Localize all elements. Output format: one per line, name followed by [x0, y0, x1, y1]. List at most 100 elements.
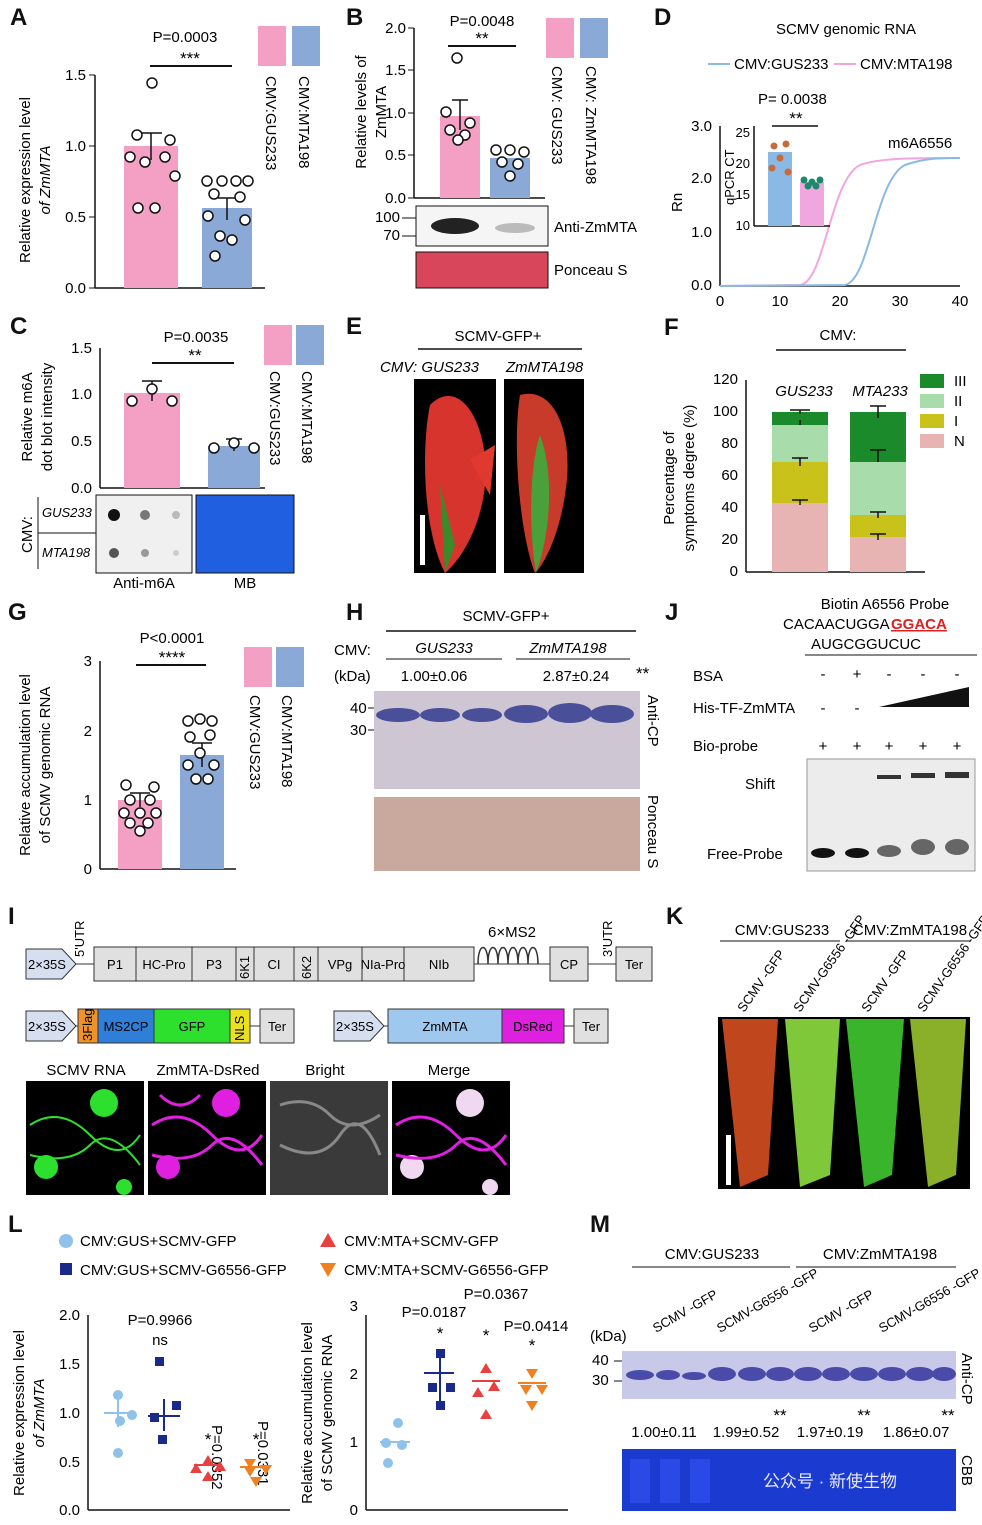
svg-text:20: 20	[736, 156, 750, 171]
svg-text:2: 2	[84, 723, 92, 740]
panel-d: D SCMV genomic RNA CMV:GUS233 CMV:MTA198…	[650, 0, 982, 332]
svg-text:*: *	[205, 1430, 212, 1449]
panel-m: M CMV:GUS233 CMV:ZmMTA198 SCMV -GFP SCMV…	[590, 1205, 982, 1520]
svg-text:2.0: 2.0	[691, 170, 712, 187]
mb-stain	[195, 494, 295, 574]
curve-gus	[719, 157, 961, 287]
svg-text:**: **	[857, 1406, 871, 1425]
panel-m-blot: CMV:GUS233 CMV:ZmMTA198 SCMV -GFP SCMV-G…	[590, 1246, 982, 1511]
col-label: ZmMTA198	[505, 359, 584, 376]
svg-text:3: 3	[84, 653, 92, 670]
panel-f: F CMV: GUS233 MTA233 0 20 40 60 80 100 1…	[650, 310, 982, 595]
panel-label: H	[346, 599, 364, 626]
svg-text:CMV:: CMV:	[19, 516, 36, 553]
svg-text:CP: CP	[560, 957, 578, 972]
svg-text:20: 20	[721, 531, 738, 548]
panel-b: B P=0.0048 ** 0.0 0.5 1.0 1.5 2.0 Relati…	[330, 0, 650, 300]
svg-text:of SCMV genomic RNA: of SCMV genomic RNA	[319, 1335, 336, 1492]
svg-text:ZmMTA-DsRed: ZmMTA-DsRed	[156, 1062, 259, 1079]
svg-text:6K2: 6K2	[299, 956, 314, 979]
panel-label: E	[346, 313, 363, 340]
kda-label: 70	[383, 227, 400, 244]
panel-l: L CMV:GUS+SCMV-GFP CMV:GUS+SCMV-G6556-GF…	[0, 1205, 590, 1520]
svg-text:+: +	[819, 738, 828, 755]
stacked-bar-gus	[772, 412, 828, 572]
panel-k-figure: CMV:GUS233 CMV:ZmMTA198 SCMV -GFP SCMV-G…	[718, 912, 982, 1189]
legend: III II I N	[920, 373, 967, 450]
svg-text:30: 30	[592, 1372, 609, 1389]
svg-text:II: II	[954, 393, 962, 410]
svg-text:-: -	[855, 700, 860, 717]
svg-text:0.0: 0.0	[691, 277, 712, 294]
panel-i-constructs: 6×MS2 5'UTR 3'UTR 2×35S P1 HC-Pro P3 6K1…	[25, 921, 653, 1195]
legend-label-mta: CMV: ZmMTA198	[582, 66, 599, 184]
ms2-loops	[477, 946, 539, 965]
significance-stars: **	[475, 29, 489, 48]
legend-label-mta: CMV:MTA198	[298, 371, 315, 464]
blot-label: Ponceau S	[554, 262, 627, 279]
svg-text:+: +	[853, 738, 862, 755]
svg-text:40: 40	[952, 293, 969, 310]
svg-text:GUS233: GUS233	[415, 640, 473, 657]
svg-text:(kDa): (kDa)	[334, 668, 371, 685]
svg-text:CACAACUGGA: CACAACUGGA	[783, 616, 890, 633]
panel-label: G	[8, 599, 27, 626]
panel-g-chart: P<0.0001 **** 0 1 2 3 Relative accumulat…	[17, 630, 304, 878]
svg-text:dot blot intensity: dot blot intensity	[39, 362, 56, 471]
svg-text:SCMV-G6556 -GFP: SCMV-G6556 -GFP	[714, 1265, 821, 1335]
tick-label: 0.0	[65, 280, 86, 297]
svg-text:Ter: Ter	[582, 1019, 601, 1034]
svg-text:2.87±0.24: 2.87±0.24	[543, 668, 610, 685]
svg-text:1.0: 1.0	[691, 224, 712, 241]
panel-j: J Biotin A6556 Probe CACAACUGGA GGACA AU…	[665, 595, 982, 885]
svg-text:Ter: Ter	[268, 1019, 287, 1034]
svg-text:CI: CI	[268, 957, 281, 972]
svg-text:0: 0	[730, 563, 738, 580]
y-axis-label: Relative m6A dot blot intensity	[19, 362, 56, 471]
svg-text:GGACA: GGACA	[891, 616, 947, 633]
col-label: CMV: GUS233	[380, 359, 480, 376]
significance-stars: ***	[180, 49, 200, 68]
svg-text:**: **	[789, 109, 803, 128]
svg-text:III: III	[954, 373, 967, 390]
svg-text:SCMV -GFP: SCMV -GFP	[734, 947, 788, 1015]
svg-text:P1: P1	[107, 957, 123, 972]
svg-text:*: *	[253, 1430, 260, 1449]
svg-text:0.5: 0.5	[59, 1454, 80, 1471]
p-value: P=0.0048	[450, 13, 515, 30]
svg-text:NIa-Pro: NIa-Pro	[361, 957, 406, 972]
svg-text:30: 30	[892, 293, 909, 310]
svg-text:1.00±0.11: 1.00±0.11	[631, 1424, 697, 1441]
svg-text:Anti-CP: Anti-CP	[644, 695, 661, 747]
svg-text:30: 30	[350, 722, 367, 739]
svg-text:40: 40	[350, 700, 367, 717]
svg-text:1.5: 1.5	[71, 340, 92, 357]
svg-text:120: 120	[713, 371, 738, 388]
legend-label-gus: CMV:GUS233	[266, 371, 283, 465]
title: SCMV-GFP+	[454, 328, 541, 345]
svg-text:Relative levels of: Relative levels of	[353, 54, 370, 168]
panel-b-chart: P=0.0048 ** 0.0 0.5 1.0 1.5 2.0 Relative…	[353, 13, 637, 289]
panel-h-blot: SCMV-GFP+ CMV: GUS233 ZmMTA198 (kDa) 1.0…	[334, 608, 661, 871]
svg-text:of SCMV genomic RNA: of SCMV genomic RNA	[37, 687, 54, 844]
svg-text:MTA233: MTA233	[852, 383, 908, 400]
bar-gus	[124, 146, 178, 288]
svg-text:Shift: Shift	[745, 776, 776, 793]
svg-text:SCMV-GFP+: SCMV-GFP+	[462, 608, 549, 625]
p-value: P<0.0001	[140, 630, 205, 647]
svg-text:1.97±0.19: 1.97±0.19	[797, 1424, 864, 1441]
svg-text:0: 0	[716, 293, 724, 310]
svg-text:SCMV -GFP: SCMV -GFP	[858, 947, 912, 1015]
svg-text:****: ****	[159, 648, 186, 667]
svg-text:GUS233: GUS233	[775, 383, 833, 400]
svg-text:CMV:: CMV:	[334, 642, 371, 659]
svg-text:GUS233: GUS233	[42, 505, 93, 520]
svg-text:6K1: 6K1	[237, 956, 252, 979]
svg-text:GFP: GFP	[179, 1019, 206, 1034]
svg-text:CBB: CBB	[958, 1455, 975, 1486]
legend-entry: CMV:GUS+SCMV-G6556-GFP	[80, 1262, 287, 1279]
svg-text:Anti-m6A: Anti-m6A	[113, 575, 175, 592]
svg-text:of ZmMTA: of ZmMTA	[31, 1379, 48, 1448]
western-blot	[374, 691, 640, 789]
annotation: m6A6556	[888, 135, 952, 152]
